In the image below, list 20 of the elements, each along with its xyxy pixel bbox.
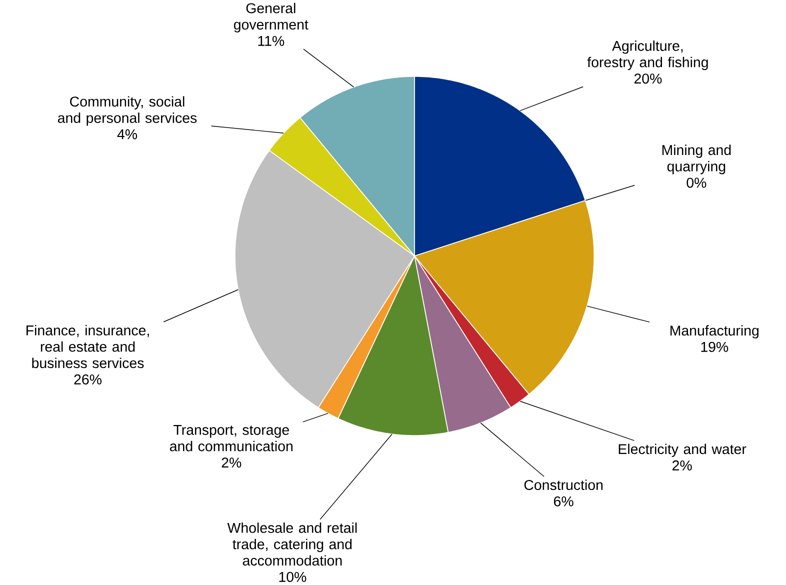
slice-label: Finance, insurance, real estate and business services (26, 325, 149, 368)
data-label: 2% (222, 458, 242, 468)
slice-label: Electricity and water (618, 444, 746, 458)
slice-label: General government (234, 2, 308, 33)
text: 0% (686, 178, 706, 188)
data-label: 20% (634, 74, 662, 84)
data-label: 26% (74, 374, 102, 385)
data-label: 19% (701, 342, 728, 352)
category-label: Mining and quarrying (662, 144, 731, 174)
slice-label: Construction (524, 480, 603, 490)
data-label: 6% (554, 496, 574, 506)
slice-label: Transport, storage and communication (170, 425, 292, 452)
data-label: 11% (258, 36, 284, 46)
data-label: 10% (279, 572, 306, 582)
slice-label: Community, social and personal services (58, 96, 197, 126)
slice-label: Wholesale and retail trade, catering and accommodation (227, 522, 357, 566)
data-label: 2% (672, 460, 692, 471)
data-label: 4% (117, 129, 138, 140)
slice-label: Manufacturing (670, 325, 758, 339)
slice-label: Agriculture, forestry and fishing (587, 40, 708, 70)
